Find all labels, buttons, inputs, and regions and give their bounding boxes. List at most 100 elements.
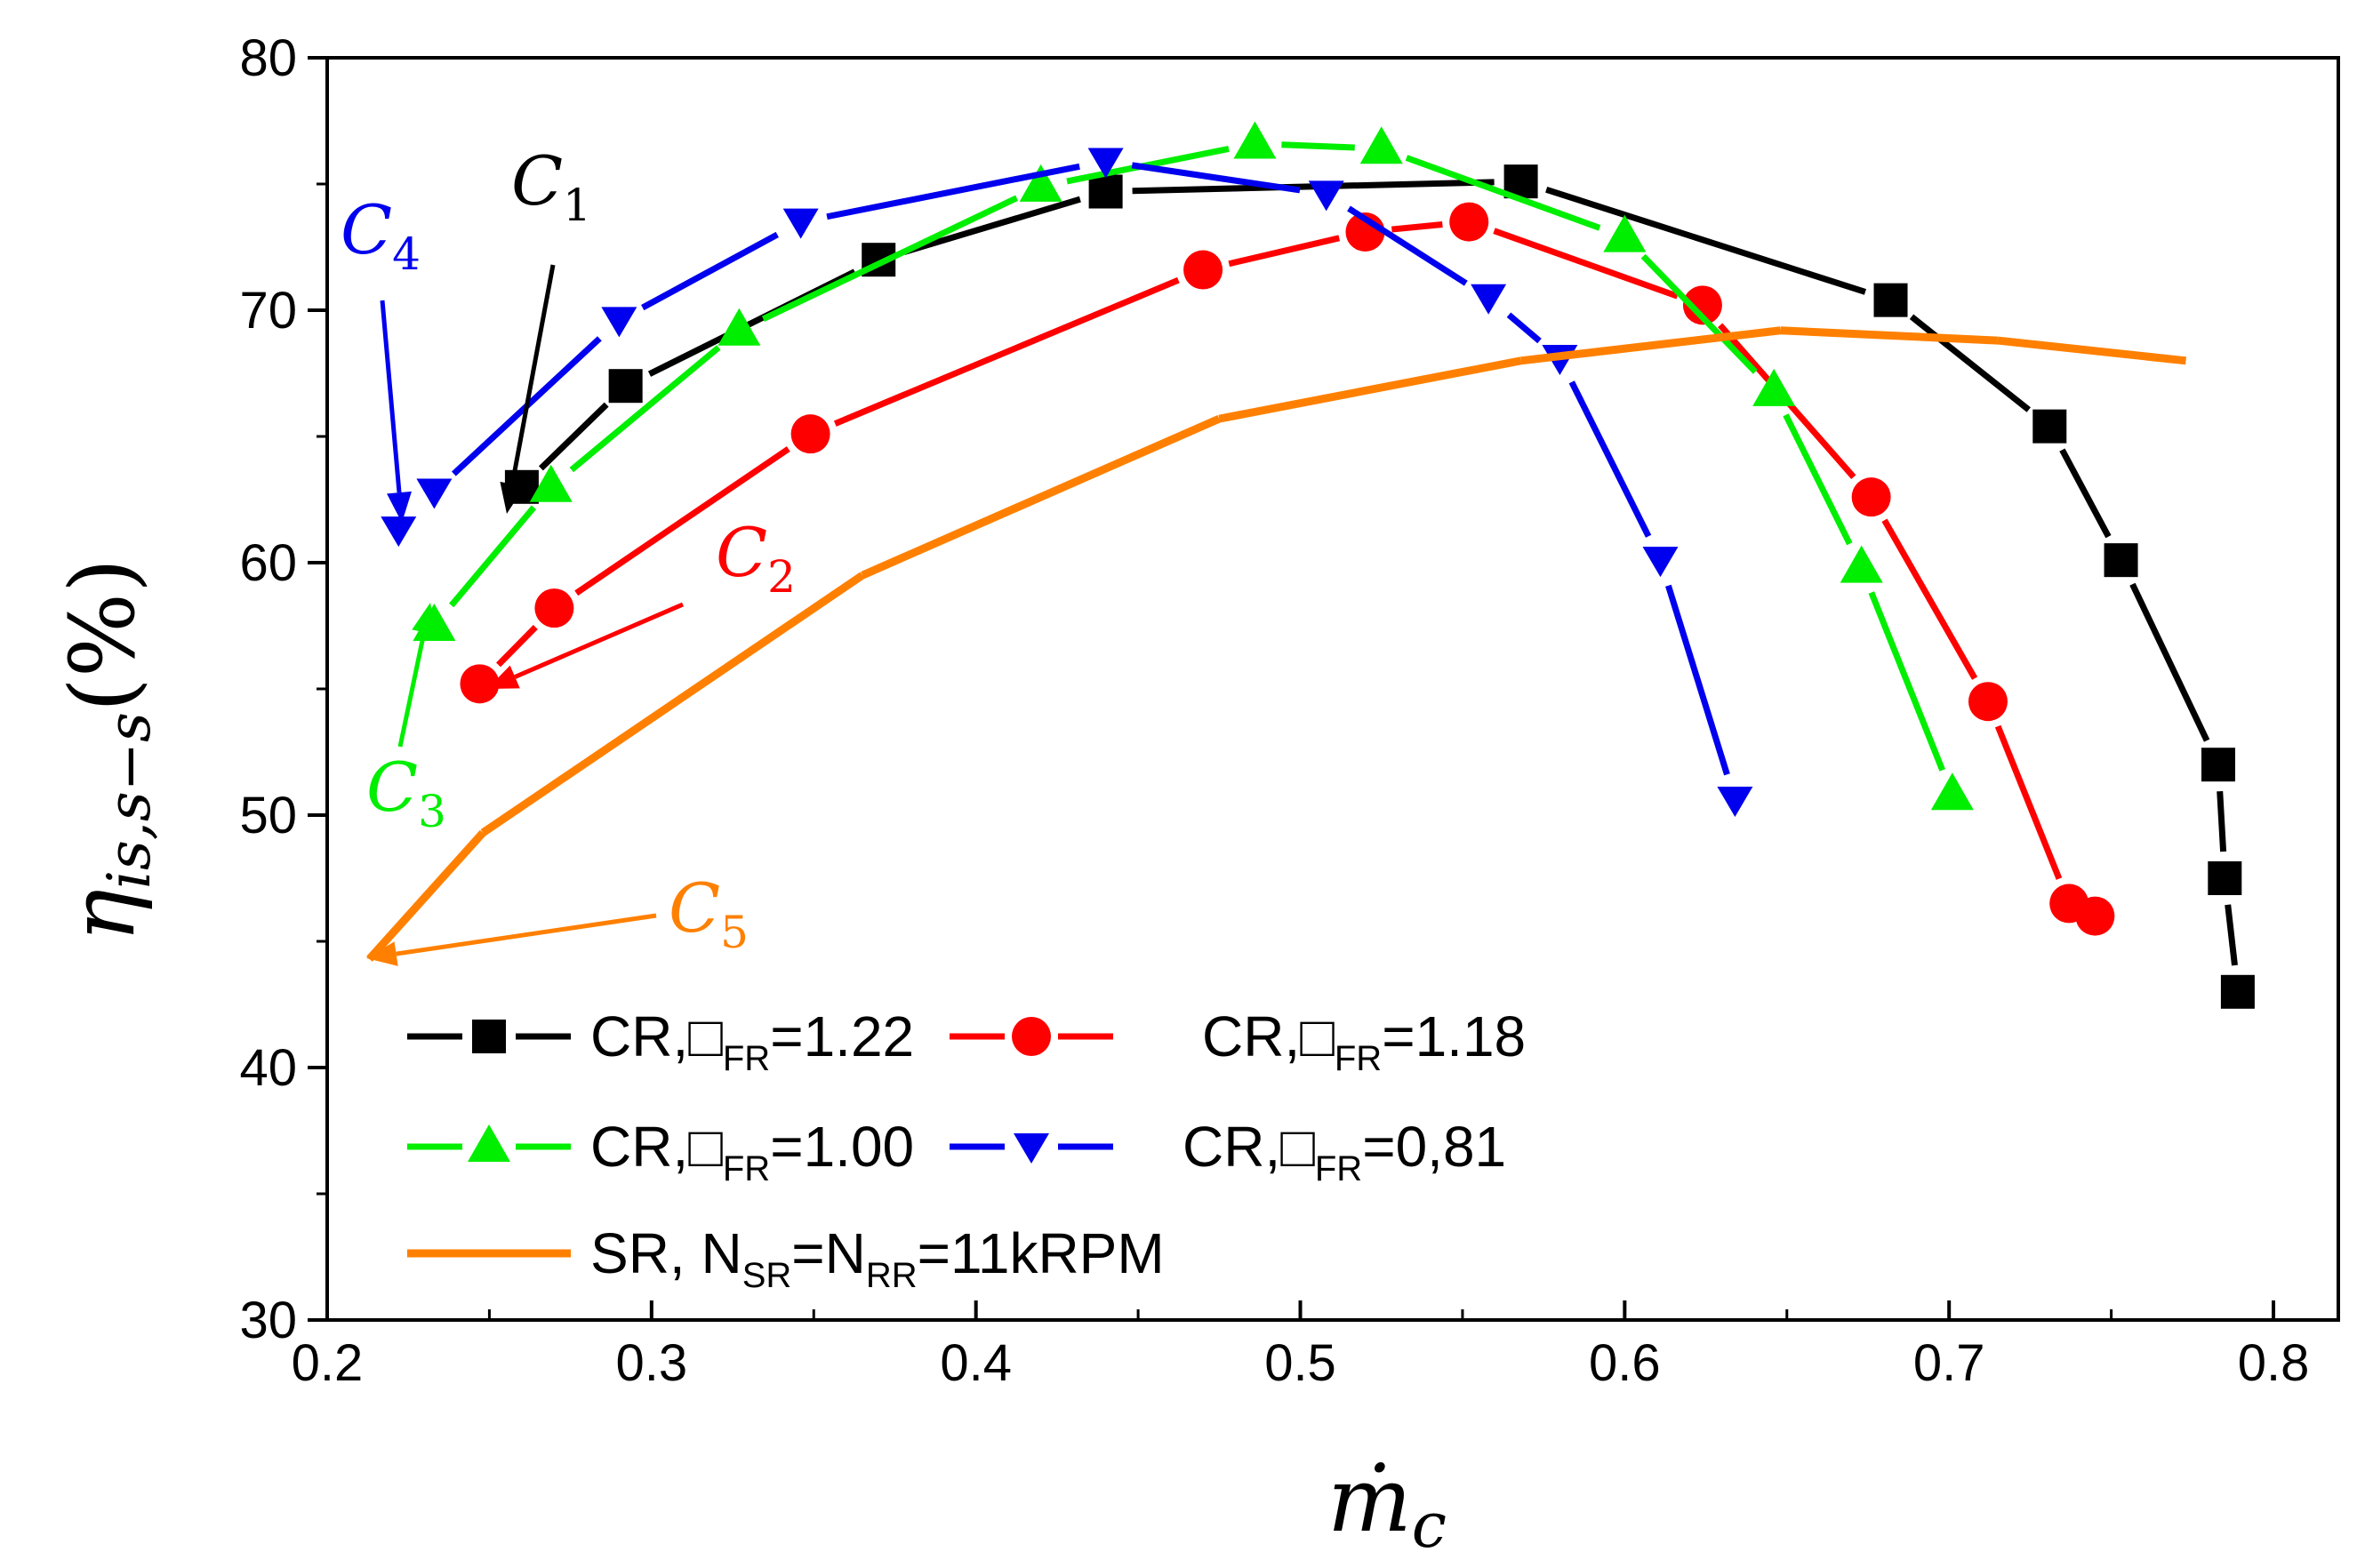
- series-line-segment: [449, 505, 537, 608]
- x-tick-label: 0.5: [1264, 1334, 1336, 1392]
- series-line-segment: [1131, 162, 1301, 194]
- series-line-segment: [1545, 186, 1867, 295]
- y-axis-title: ηis,s−s(%): [51, 558, 164, 942]
- series-line-segment: [833, 276, 1180, 427]
- series-line-segment: [1909, 314, 2031, 412]
- series-line-segment: [1568, 380, 1652, 538]
- y-tick-label: 80: [239, 29, 297, 87]
- data-point: [1968, 682, 2008, 722]
- series-line-segment: [1405, 155, 1601, 231]
- annotation-label: C2: [716, 513, 796, 603]
- data-point: [2220, 974, 2255, 1009]
- data-point: [1308, 180, 1344, 212]
- annotation-c2: C2: [487, 513, 796, 689]
- annotation-c1: C1: [500, 141, 591, 514]
- legend-label: SR, NSR=NRR=11kRPM: [590, 1221, 1165, 1295]
- series-line-segment: [1780, 326, 1999, 345]
- series-line-segment: [1391, 221, 1443, 233]
- data-point: [790, 414, 830, 454]
- annotation-label: C3: [366, 748, 446, 837]
- data-point: [1930, 772, 1974, 811]
- series-line-segment: [2129, 582, 2210, 742]
- data-point: [608, 369, 643, 404]
- legend-marker: [1012, 1017, 1051, 1056]
- x-axis-ticks: 0.2 0.3 0.4 0.5 0.6 0.7 0.8: [292, 1300, 2310, 1392]
- annotation-arrow-head: [500, 482, 525, 514]
- series-line-segment: [538, 402, 609, 471]
- series-line-segment: [1665, 584, 1730, 776]
- annotation-arrow-head: [487, 665, 520, 689]
- legend-entry-1: CR,□FR=1.18: [950, 1004, 1526, 1078]
- data-point: [1087, 148, 1124, 179]
- annotation-arrow-head: [366, 941, 398, 966]
- series-line-segment: [1228, 235, 1341, 268]
- y-axis-ticks: 30 40 50 60 70 80: [239, 29, 327, 1349]
- annotation-layer: C1 C2 C3 C4 C5: [341, 141, 796, 966]
- annotation-arrow-line: [380, 300, 402, 493]
- x-tick-label: 0.3: [616, 1334, 688, 1392]
- series-line-segment: [1997, 336, 2187, 365]
- annotation-arrow-line: [397, 631, 427, 748]
- series-line-segment: [902, 196, 1081, 255]
- annotation-c5: C5: [366, 868, 749, 966]
- data-point: [381, 516, 417, 548]
- series-line-segment: [496, 625, 538, 668]
- annotation-c4: C4: [341, 190, 421, 523]
- data-point: [1717, 786, 1753, 817]
- series-2: [413, 121, 1974, 811]
- data-point: [1088, 174, 1123, 209]
- series-line-segment: [1783, 413, 1853, 546]
- series-line-segment: [1281, 141, 1355, 151]
- data-point: [1183, 250, 1223, 290]
- data-point: [2104, 543, 2138, 578]
- series-line-segment: [1218, 356, 1522, 423]
- series-line-segment: [1881, 518, 1978, 680]
- x-axis-title: ṁc: [1327, 1448, 1447, 1562]
- y-tick-label: 70: [239, 282, 297, 340]
- legend-marker: [468, 1124, 510, 1162]
- data-point: [782, 208, 819, 239]
- annotation-arrow-head: [387, 491, 412, 523]
- series-line-segment: [2225, 904, 2238, 966]
- x-tick-label: 0.8: [2238, 1334, 2310, 1392]
- annotation-arrow-head: [412, 603, 437, 636]
- legend-entry-3: CR,□FR=0,81: [950, 1115, 1506, 1188]
- series-1: [460, 202, 2115, 936]
- series-line-segment: [641, 231, 779, 311]
- x-tick-label: 0.7: [1913, 1334, 1985, 1392]
- data-point: [2032, 409, 2067, 444]
- annotation-arrow-line: [509, 264, 556, 485]
- data-point: [1233, 121, 1277, 159]
- data-point: [534, 588, 574, 628]
- legend-entry-2: CR,□FR=1.00: [407, 1115, 914, 1188]
- annotation-arrow-line: [396, 913, 657, 956]
- y-tick-label: 40: [239, 1039, 297, 1097]
- data-point: [1359, 126, 1403, 164]
- legend-entry-4: SR, NSR=NRR=11kRPM: [407, 1221, 1165, 1295]
- annotation-label: C4: [341, 190, 421, 280]
- data-point: [1851, 477, 1891, 517]
- y-tick-label: 30: [239, 1292, 297, 1349]
- series-4: [366, 326, 2187, 962]
- series-layer: [366, 121, 2255, 1009]
- data-point: [1682, 285, 1722, 325]
- legend: CR,□FR=1.22 CR,□FR=1.18 CR,□FR=1.00 CR,□FR=…: [407, 1004, 1526, 1295]
- series-line-segment: [1347, 205, 1468, 286]
- data-point: [718, 308, 761, 346]
- data-point: [1019, 164, 1062, 202]
- data-point: [416, 478, 453, 509]
- series-line-segment: [366, 829, 486, 962]
- series-line-segment: [1506, 312, 1542, 344]
- data-point: [1642, 547, 1679, 578]
- data-point: [1840, 545, 1883, 583]
- x-tick-label: 0.4: [940, 1334, 1012, 1392]
- series-line-segment: [569, 345, 721, 473]
- series-line-segment: [2217, 790, 2227, 852]
- series-line-segment: [861, 414, 1222, 580]
- y-tick-label: 60: [239, 534, 297, 592]
- series-line-segment: [761, 195, 1019, 322]
- data-point: [1873, 283, 1908, 317]
- annotation-arrow-line: [514, 602, 684, 679]
- series-line-segment: [574, 446, 790, 596]
